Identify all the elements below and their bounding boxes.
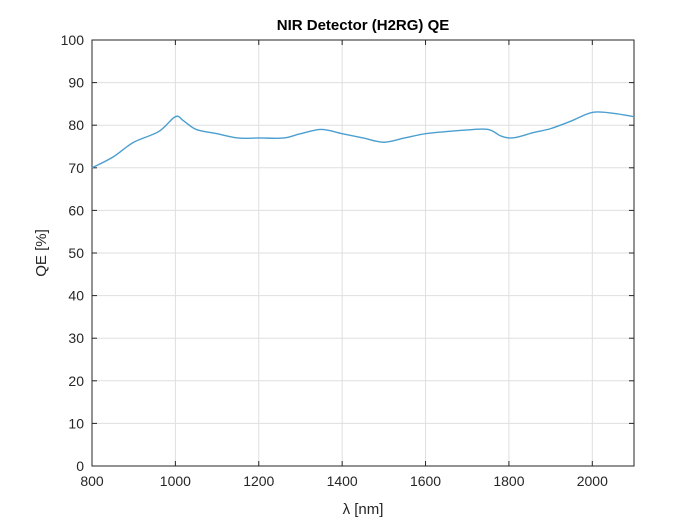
y-tick-label: 50 xyxy=(68,245,84,261)
x-tick-label: 1400 xyxy=(327,473,358,489)
y-tick-label: 30 xyxy=(68,330,84,346)
x-tick-label: 1600 xyxy=(410,473,441,489)
tick-labels: 800 1000 1200 1400 1600 1800 2000 0 10 20 30 40 50 60… xyxy=(61,32,608,489)
x-axis-label: λ [nm] xyxy=(343,501,384,518)
chart-title: NIR Detector (H2RG) QE xyxy=(277,17,450,34)
y-axis-label: QE [%] xyxy=(33,229,50,277)
y-tick-label: 70 xyxy=(68,160,84,176)
x-tick-label: 1800 xyxy=(493,473,524,489)
y-tick-label: 40 xyxy=(68,288,84,304)
x-tick-label: 1000 xyxy=(160,473,191,489)
x-tick-label: 1200 xyxy=(243,473,274,489)
grid xyxy=(92,40,634,466)
y-tick-label: 100 xyxy=(61,32,85,48)
axes-frame xyxy=(91,39,635,467)
x-tick-label: 800 xyxy=(80,473,104,489)
x-tick-label: 2000 xyxy=(577,473,608,489)
qe-series-line xyxy=(91,111,635,169)
y-tick-label: 0 xyxy=(76,458,84,474)
y-tick-label: 80 xyxy=(68,117,84,133)
y-tick-label: 90 xyxy=(68,75,84,91)
y-tick-label: 10 xyxy=(68,415,84,431)
y-tick-label: 60 xyxy=(68,202,84,218)
y-tick-label: 20 xyxy=(68,373,84,389)
series-layer xyxy=(91,111,635,169)
